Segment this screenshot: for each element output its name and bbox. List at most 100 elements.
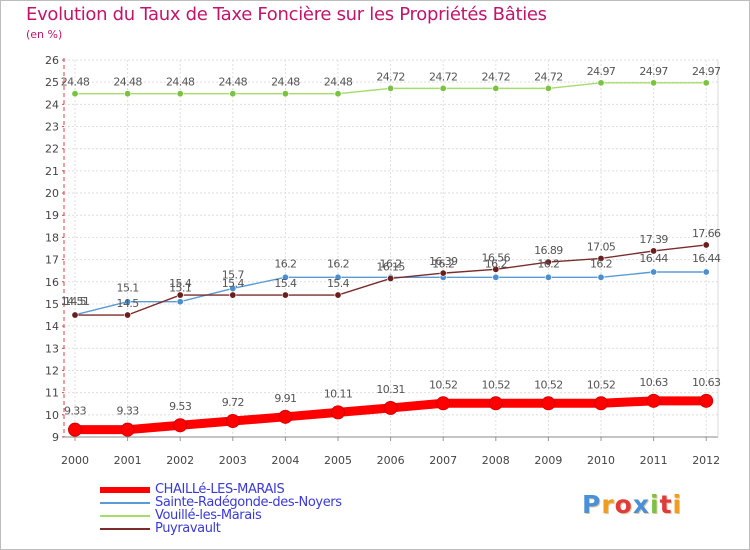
y-tick-label: 15 <box>45 298 59 311</box>
data-label: 10.52 <box>534 378 563 391</box>
data-label-layer: 9.33 9.33 9.53 9.72 9.91 10.11 10.31 10.52 10.52… <box>61 65 722 418</box>
data-point <box>176 90 184 98</box>
data-point <box>439 269 447 277</box>
data-point <box>597 254 605 262</box>
y-tick-label: 21 <box>45 165 59 178</box>
logo-letter: P <box>582 490 602 519</box>
data-point <box>71 311 79 319</box>
data-label: 15.4 <box>274 277 297 290</box>
data-point <box>281 291 289 299</box>
logo-letter: x <box>632 490 650 519</box>
y-tick-label: 17 <box>45 254 59 267</box>
data-point <box>699 393 714 408</box>
data-label: 15.4 <box>222 277 245 290</box>
y-tick-label: 10 <box>45 409 59 422</box>
data-label: 24.72 <box>482 70 511 83</box>
data-label: 10.52 <box>482 378 511 391</box>
x-tick-label: 2007 <box>429 454 457 467</box>
y-tick-label: 25 <box>45 76 59 89</box>
data-point <box>544 273 552 281</box>
data-label: 24.97 <box>639 65 668 78</box>
data-point <box>702 79 710 87</box>
data-label: 16.56 <box>482 251 511 264</box>
y-tick-label: 14 <box>45 320 59 333</box>
data-label: 24.97 <box>692 65 721 78</box>
chart-title: Evolution du Taux de Taxe Foncière sur l… <box>26 4 547 25</box>
x-tick-label: 2010 <box>587 454 615 467</box>
data-point <box>225 414 240 429</box>
y-tick-label: 13 <box>45 342 59 355</box>
data-label: 16.89 <box>534 244 563 257</box>
data-label: 24.48 <box>166 76 195 89</box>
data-point <box>387 274 395 282</box>
legend-swatch-vouille <box>100 515 150 517</box>
x-tick-label: 2012 <box>692 454 720 467</box>
x-tick-label: 2000 <box>61 454 89 467</box>
series-layer <box>68 79 714 437</box>
data-point <box>334 273 342 281</box>
y-tick-label: 24 <box>45 98 59 111</box>
data-label: 17.39 <box>639 233 668 246</box>
data-point <box>334 90 342 98</box>
y-tick-label: 20 <box>45 187 59 200</box>
y-tick-label: 23 <box>45 121 59 134</box>
data-point <box>650 247 658 255</box>
data-label: 16.2 <box>485 257 507 270</box>
logo-letter: r <box>601 490 615 519</box>
grid-layer <box>64 59 718 438</box>
data-point <box>71 90 79 98</box>
data-label: 10.31 <box>376 383 405 396</box>
logo-letter: i <box>650 490 660 519</box>
x-tick-label: 2008 <box>482 454 510 467</box>
proxiti-logo: Proxiti <box>582 490 682 519</box>
y-tick-label: 11 <box>45 387 59 400</box>
data-point <box>541 396 556 411</box>
data-label: 16.39 <box>429 255 458 268</box>
data-label: 15.4 <box>169 277 192 290</box>
data-point <box>281 273 289 281</box>
y-tick-label: 16 <box>45 276 59 289</box>
data-point <box>173 418 188 433</box>
data-label: 15.1 <box>117 282 139 295</box>
data-point <box>492 273 500 281</box>
x-tick-label: 2011 <box>640 454 668 467</box>
data-label: 24.72 <box>534 70 563 83</box>
data-label: 14.51 <box>61 295 90 308</box>
data-label: 24.48 <box>271 76 300 89</box>
data-label: 16.2 <box>327 257 349 270</box>
data-point <box>124 90 132 98</box>
y-tick-label: 18 <box>45 231 59 244</box>
y-tick-label: 12 <box>45 364 59 377</box>
data-point <box>436 396 451 411</box>
x-tick-label: 2006 <box>377 454 405 467</box>
x-tick-label: 2002 <box>166 454 194 467</box>
logo-letter: o <box>614 490 633 519</box>
data-label: 14.5 <box>117 297 140 310</box>
data-label: 24.97 <box>587 65 616 78</box>
data-point <box>702 241 710 249</box>
y-tick-label: 26 <box>45 54 59 67</box>
y-tick-label: 9 <box>52 431 59 444</box>
data-label: 24.48 <box>113 76 142 89</box>
data-label: 17.66 <box>692 227 721 240</box>
data-point <box>68 422 82 437</box>
data-label: 9.72 <box>222 396 244 409</box>
data-point <box>176 291 184 299</box>
data-point <box>702 268 710 276</box>
data-point <box>597 273 605 281</box>
data-label: 24.48 <box>324 76 353 89</box>
legend-swatch-chaille <box>100 487 150 493</box>
data-label: 16.2 <box>537 257 559 270</box>
data-point <box>124 311 132 319</box>
data-label: 15.4 <box>327 277 350 290</box>
data-point <box>597 79 605 87</box>
logo-letter: i <box>672 490 683 519</box>
data-point <box>281 90 289 98</box>
data-label: 24.48 <box>61 76 90 89</box>
data-label: 10.52 <box>429 378 458 391</box>
x-tick-label: 2001 <box>114 454 142 467</box>
data-label: 10.11 <box>324 387 353 400</box>
x-tick-label: 2009 <box>534 454 562 467</box>
data-point <box>646 393 661 408</box>
data-label: 9.53 <box>169 400 192 413</box>
